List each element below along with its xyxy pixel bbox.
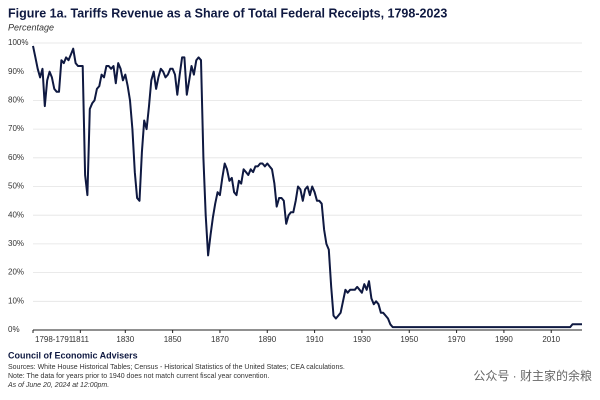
chart-title: Figure 1a. Tariffs Revenue as a Share of… <box>8 6 447 20</box>
source-org: Council of Economic Advisers <box>8 350 138 360</box>
data-line <box>32 45 582 329</box>
source-note: As of June 20, 2024 at 12:00pm. <box>7 382 109 389</box>
y-tick-label: 0% <box>8 325 20 334</box>
y-tick-label: 70% <box>8 124 24 133</box>
x-tick-label: 1890 <box>258 335 276 344</box>
x-tick-label: 1970 <box>448 335 466 344</box>
watermark: 公众号 · 财主家的余粮 <box>473 368 592 383</box>
x-tick-label: 1811 <box>72 335 90 344</box>
y-tick-label: 20% <box>8 268 24 277</box>
x-tick-label: 1798-1791 <box>35 335 74 344</box>
x-tick-label: 1850 <box>164 335 182 344</box>
y-tick-label: 50% <box>8 182 24 191</box>
y-tick-label: 30% <box>8 239 24 248</box>
x-tick-label: 1910 <box>306 335 324 344</box>
x-tick-label: 1990 <box>495 335 513 344</box>
y-tick-label: 10% <box>8 296 24 305</box>
chart-subtitle: Percentage <box>8 22 54 32</box>
x-tick-label: 1870 <box>211 335 229 344</box>
x-tick-label: 1950 <box>400 335 418 344</box>
x-tick-label: 1930 <box>353 335 371 344</box>
y-tick-label: 60% <box>8 153 24 162</box>
y-tick-label: 80% <box>8 96 24 105</box>
y-tick-label: 90% <box>8 67 24 76</box>
x-tick-label: 1830 <box>116 335 134 344</box>
source-note: Note: The data for years prior to 1940 d… <box>8 373 269 380</box>
y-tick-label: 40% <box>8 210 24 219</box>
y-tick-label: 100% <box>8 38 28 47</box>
x-tick-label: 2010 <box>542 335 560 344</box>
source-note: Sources: White House Historical Tables; … <box>8 364 345 371</box>
